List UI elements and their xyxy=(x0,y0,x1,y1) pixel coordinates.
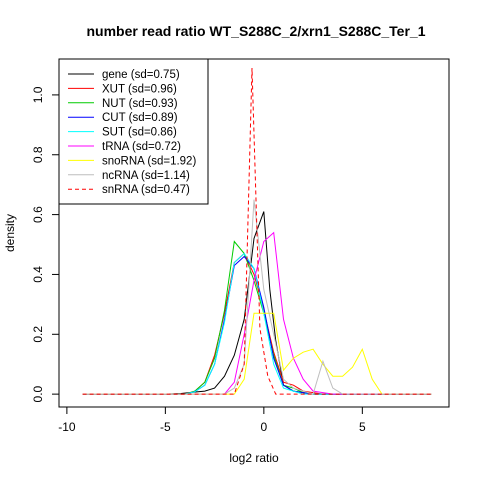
series-line-2 xyxy=(82,240,432,395)
legend-label-0: gene (sd=0.75) xyxy=(102,69,180,81)
legend: gene (sd=0.75) XUT (sd=0.96) NUT (sd=0.93)… xyxy=(58,58,209,205)
legend-label-2: NUT (sd=0.93) xyxy=(102,98,178,110)
y-tick-label: 0.0 xyxy=(31,385,45,402)
legend-label-7: ncRNA (sd=1.14) xyxy=(102,170,190,182)
x-tick-label: 0 xyxy=(261,420,268,434)
y-axis-label: density xyxy=(3,214,17,252)
y-tick-label: 0.4 xyxy=(31,266,45,283)
series-line-5 xyxy=(82,231,432,395)
series-line-4 xyxy=(82,252,432,395)
y-tick-label: 1.0 xyxy=(31,86,45,103)
series-curves xyxy=(82,67,432,395)
legend-label-1: XUT (sd=0.96) xyxy=(102,83,177,95)
x-tick-label: -5 xyxy=(160,420,171,434)
series-line-6 xyxy=(82,312,432,395)
legend-label-6: snoRNA (sd=1.92) xyxy=(102,155,196,167)
legend-label-3: CUT (sd=0.89) xyxy=(102,112,178,124)
x-axis-label: log2 ratio xyxy=(229,451,279,465)
series-line-0 xyxy=(82,211,432,395)
x-tick-label: -10 xyxy=(58,420,76,434)
legend-label-8: snRNA (sd=0.47) xyxy=(102,184,190,196)
y-tick-label: 0.6 xyxy=(31,206,45,223)
y-axis: 0.0 0.2 0.4 0.6 0.8 1.0 xyxy=(31,86,60,402)
x-axis: -10 -5 0 5 xyxy=(58,406,366,434)
x-tick-label: 5 xyxy=(359,420,366,434)
series-line-8 xyxy=(82,67,432,395)
legend-label-4: SUT (sd=0.86) xyxy=(102,127,177,139)
y-tick-label: 0.2 xyxy=(31,326,45,343)
legend-label-5: tRNA (sd=0.72) xyxy=(102,141,181,153)
chart-title: number read ratio WT_S288C_2/xrn1_S288C_… xyxy=(86,23,425,39)
series-line-7 xyxy=(82,199,432,395)
series-line-1 xyxy=(82,252,432,395)
series-line-3 xyxy=(82,255,432,395)
y-tick-label: 0.8 xyxy=(31,146,45,163)
